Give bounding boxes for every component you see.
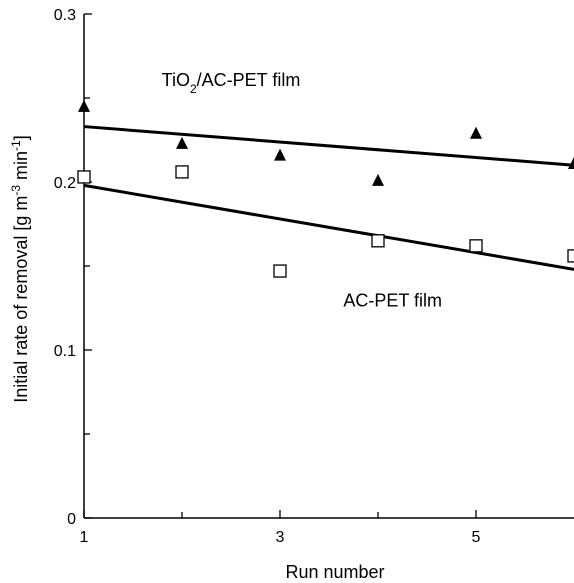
triangle-point — [372, 173, 384, 186]
fit-lines — [83, 125, 574, 271]
y-tick-label: 0 — [67, 511, 76, 528]
triangle-point — [568, 157, 574, 170]
square-point — [469, 239, 483, 253]
data-points — [77, 99, 574, 278]
y-tick-label: 0.2 — [54, 175, 76, 192]
square-point — [567, 249, 574, 263]
square-point — [77, 170, 91, 184]
triangle-point — [176, 136, 188, 149]
square-point — [273, 264, 287, 278]
y-tick-label: 0.3 — [54, 7, 76, 24]
square-point — [175, 165, 189, 179]
fit-line-2 — [83, 183, 574, 271]
triangle-point — [470, 126, 482, 139]
fit-line-1 — [83, 125, 574, 167]
series-label-2: AC-PET film — [343, 290, 442, 310]
y-axis-label: Initial rate of removal [g m-3 min-1] — [9, 135, 31, 402]
x-axis-label: Run number — [285, 562, 384, 582]
triangle-point — [78, 99, 90, 112]
triangle-point — [274, 148, 286, 161]
x-tick-label: 3 — [276, 529, 285, 546]
axes: 0 0.1 0.2 0.3 1 3 5 Run number Initial rate of r… — [9, 7, 574, 582]
x-tick-label: 1 — [80, 529, 89, 546]
square-point — [371, 234, 385, 248]
annotations: TiO2/AC-PET film AC-PET film — [162, 70, 442, 310]
series-label-1: TiO2/AC-PET film — [162, 70, 301, 96]
x-tick-label: 5 — [472, 529, 481, 546]
y-tick-label: 0.1 — [54, 343, 76, 360]
